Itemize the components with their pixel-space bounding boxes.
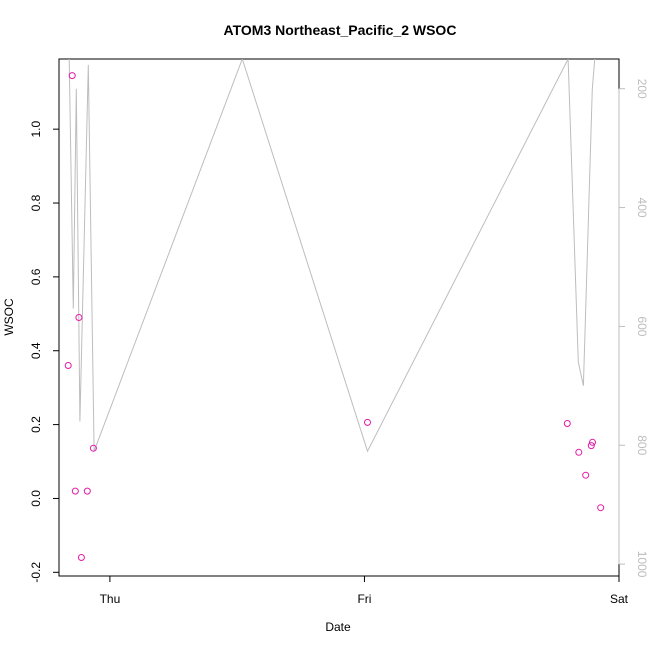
data-point — [589, 438, 596, 446]
data-point — [587, 442, 595, 450]
data-point — [364, 418, 371, 426]
plot-border — [58, 58, 620, 577]
data-point — [77, 554, 85, 561]
data-point — [582, 471, 590, 479]
y2-tick-label: 600 — [635, 316, 649, 336]
y2-tick-label: 200 — [635, 79, 649, 99]
y-tick-label: 1.0 — [29, 121, 43, 138]
y2-axis: 200 400 600 800 1000 — [618, 79, 649, 578]
y-tick-label: 0.8 — [29, 194, 43, 211]
x-axis-label: Date — [325, 620, 351, 634]
y-tick-label: 0.0 — [29, 490, 43, 507]
x-axis: Thu Fri Sat — [100, 575, 629, 606]
data-point — [563, 420, 571, 427]
plot-frame — [58, 58, 620, 577]
chart-title: ATOM3 Northeast_Pacific_2 WSOC — [224, 22, 457, 38]
series-layer — [64, 59, 605, 561]
y-tick-label: 0.6 — [29, 268, 43, 285]
y-axis: -0.2 0.0 0.2 0.4 0.6 0.8 1.0 — [29, 121, 60, 583]
x-tick-label: Fri — [357, 592, 371, 606]
y2-tick-label: 400 — [635, 198, 649, 218]
y-tick-label: 0.4 — [29, 342, 43, 359]
data-point — [89, 444, 97, 452]
data-point — [75, 314, 83, 321]
data-point — [71, 487, 79, 495]
y-axis-label: WSOC — [2, 298, 16, 336]
y-tick-label: 0.2 — [29, 416, 43, 433]
x-tick-label: Sat — [610, 592, 629, 606]
x-tick-label: Thu — [100, 592, 121, 606]
series-line-1 — [68, 59, 596, 453]
y2-tick-label: 1000 — [635, 551, 649, 578]
data-point — [68, 72, 76, 80]
data-point — [64, 362, 72, 369]
y-tick-label: -0.2 — [29, 562, 43, 583]
data-point — [83, 487, 91, 495]
data-point — [575, 448, 583, 456]
data-point — [597, 504, 605, 512]
y2-tick-label: 800 — [635, 435, 649, 455]
